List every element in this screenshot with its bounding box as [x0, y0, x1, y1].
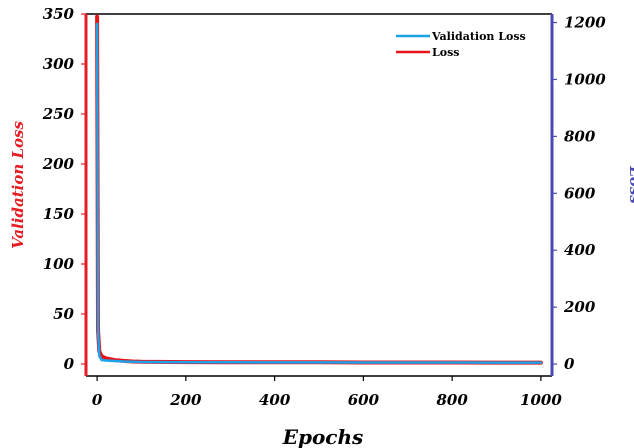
- left-y-tick-label: 250: [42, 105, 75, 123]
- right-y-tick-label: 0: [564, 355, 575, 373]
- x-tick-label: 0: [92, 391, 103, 409]
- right-y-tick-label: 600: [564, 184, 596, 202]
- legend-label-loss: Loss: [432, 46, 459, 59]
- left-y-axis-title: Validation Loss: [9, 121, 27, 249]
- axis-layer: 0 200 400 600 800 100005010015020025030035002…: [42, 5, 607, 409]
- left-y-tick-label: 0: [64, 355, 75, 373]
- x-tick-label: 400: [259, 391, 291, 409]
- x-tick-label: 800: [436, 391, 468, 409]
- right-y-tick-label: 1200: [564, 14, 606, 32]
- right-y-axis-title: Loss: [626, 165, 634, 204]
- left-y-tick-label: 50: [53, 305, 74, 323]
- right-y-tick-label: 400: [564, 241, 596, 259]
- left-y-tick-label: 150: [43, 205, 75, 223]
- left-y-tick-label: 300: [43, 55, 75, 73]
- plot-frame: [84, 13, 554, 377]
- axis-titles: Epochs Validation Loss Loss: [9, 121, 634, 448]
- series-line-loss: [95, 14, 543, 365]
- right-y-tick-label: 200: [563, 298, 596, 316]
- legend-label-validation-loss: Validation Loss: [431, 30, 526, 43]
- right-y-tick-label: 1000: [564, 70, 606, 88]
- legend: Validation Loss Loss: [396, 30, 526, 59]
- left-y-tick-label: 350: [43, 5, 75, 23]
- right-y-tick-label: 800: [564, 127, 596, 145]
- series-line-validation-loss: [95, 22, 543, 364]
- x-tick-label: 200: [169, 391, 202, 409]
- left-y-tick-label: 100: [43, 255, 75, 273]
- x-tick-label: 1000: [520, 391, 562, 409]
- x-tick-label: 600: [348, 391, 380, 409]
- left-y-tick-label: 200: [42, 155, 75, 173]
- series-layer: [95, 14, 543, 365]
- x-axis-title: Epochs: [282, 425, 364, 448]
